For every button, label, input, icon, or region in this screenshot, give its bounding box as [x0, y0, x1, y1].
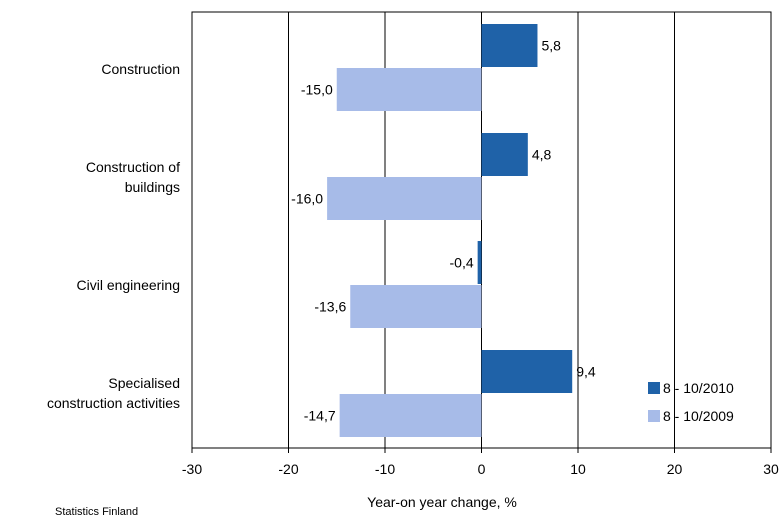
- bar: [339, 394, 482, 437]
- x-tick-label: 30: [763, 461, 779, 477]
- x-tick-label: -30: [182, 461, 202, 477]
- x-axis-title: Year-on year change, %: [367, 494, 517, 510]
- data-label: -14,7: [304, 408, 336, 424]
- data-label: -13,6: [314, 299, 346, 315]
- x-tick-label: -20: [278, 461, 298, 477]
- x-tick-label: 10: [570, 461, 586, 477]
- bar: [481, 350, 573, 393]
- category-label: buildings: [125, 179, 180, 195]
- legend-swatch: [648, 410, 660, 422]
- data-label: -15,0: [301, 82, 333, 98]
- legend-label: 8 - 10/2010: [663, 380, 734, 396]
- bar: [481, 133, 528, 176]
- x-tick-label: -10: [375, 461, 395, 477]
- data-label: 4,8: [532, 147, 552, 163]
- data-label: 9,4: [576, 364, 596, 380]
- bar: [481, 24, 538, 67]
- bar: [327, 177, 482, 220]
- category-label: Construction: [101, 61, 180, 77]
- category-label: Construction of: [86, 159, 180, 175]
- bar: [336, 68, 482, 111]
- legend-label: 8 - 10/2009: [663, 408, 734, 424]
- source-note: Statistics Finland: [55, 506, 139, 518]
- category-label: Civil engineering: [76, 277, 180, 293]
- x-tick-label: 0: [478, 461, 486, 477]
- bar: [350, 285, 482, 328]
- legend-swatch: [648, 382, 660, 394]
- data-label: -16,0: [291, 191, 323, 207]
- category-label: Specialised: [108, 375, 180, 391]
- data-label: 5,8: [541, 38, 561, 54]
- data-label: -0,4: [450, 255, 474, 271]
- category-label: construction activities: [47, 395, 180, 411]
- x-tick-label: 20: [667, 461, 683, 477]
- bar: [477, 241, 482, 284]
